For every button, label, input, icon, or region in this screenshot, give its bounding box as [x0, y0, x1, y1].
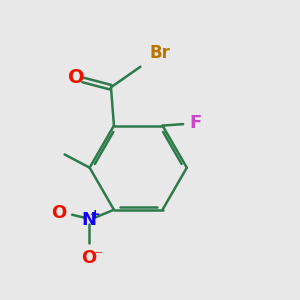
Text: O: O: [51, 204, 66, 222]
Text: F: F: [189, 114, 201, 132]
Text: ⁻: ⁻: [95, 249, 103, 264]
Text: O: O: [81, 250, 97, 268]
Text: O: O: [68, 68, 85, 87]
Text: Br: Br: [149, 44, 170, 62]
Text: +: +: [90, 208, 101, 221]
Text: N: N: [81, 211, 96, 229]
